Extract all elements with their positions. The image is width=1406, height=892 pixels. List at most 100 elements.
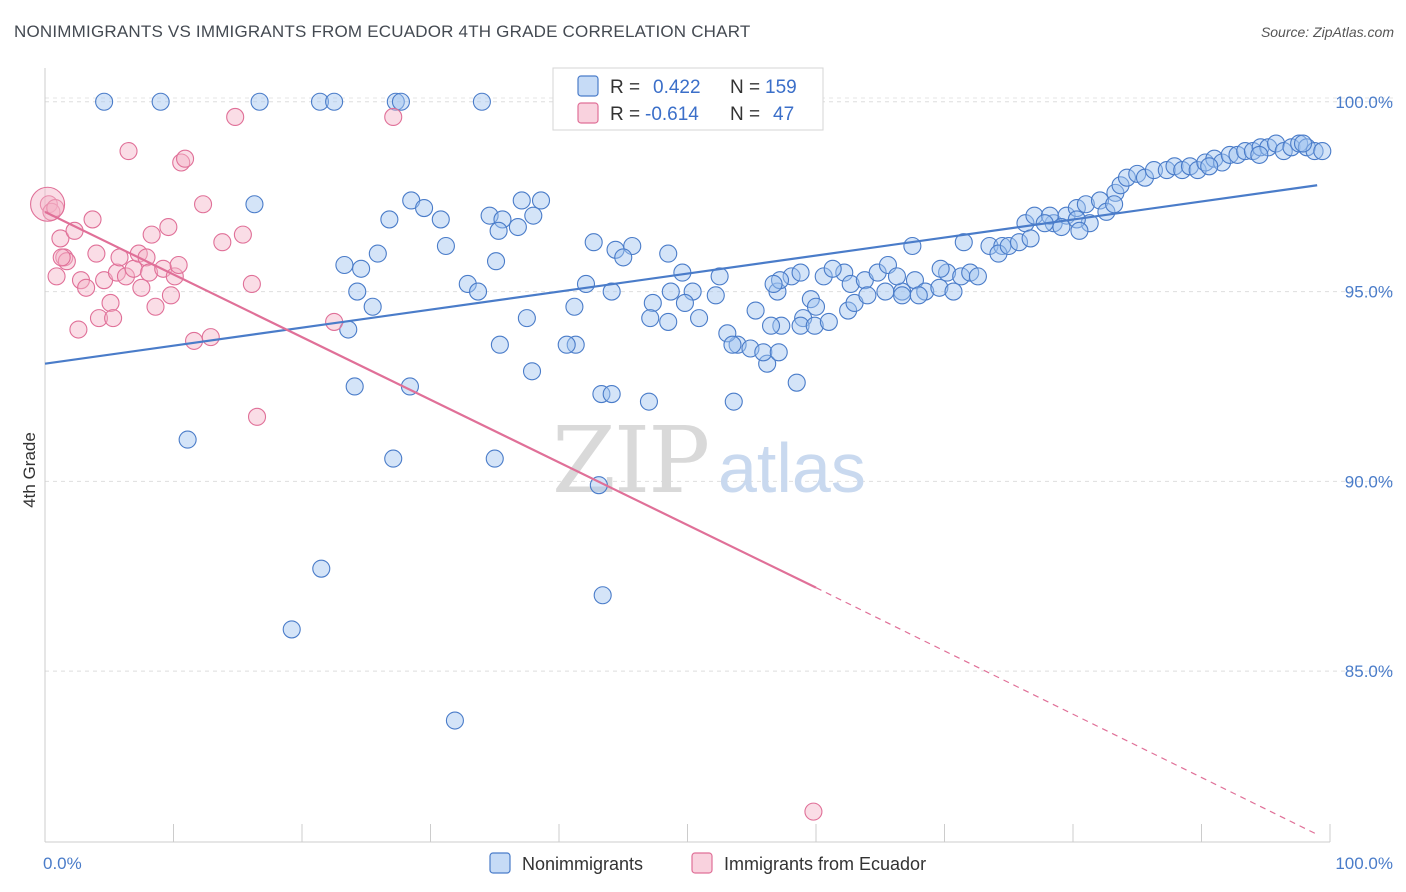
point-nonimmigrant (1105, 195, 1124, 214)
trend-line-immigrants (44, 210, 817, 589)
point-nonimmigrant (1009, 233, 1029, 252)
point-nonimmigrant (754, 343, 773, 362)
watermark-zip: ZIP (552, 407, 708, 514)
point-immigrant-ecuador (804, 802, 823, 821)
y-axis-label: 4th Grade (20, 432, 39, 508)
point-nonimmigrant (606, 240, 625, 259)
point-nonimmigrant (639, 392, 659, 411)
y-tick-label: 100.0% (1335, 93, 1393, 112)
point-immigrant-ecuador (47, 267, 66, 286)
point-nonimmigrant (659, 244, 678, 263)
point-nonimmigrant (746, 301, 765, 320)
bottom-legend-swatch-pink (691, 852, 713, 874)
point-immigrant-ecuador (101, 293, 120, 313)
point-nonimmigrant (989, 244, 1008, 263)
point-nonimmigrant (791, 263, 810, 282)
point-nonimmigrant (954, 233, 973, 252)
point-nonimmigrant (839, 301, 858, 320)
point-nonimmigrant (791, 316, 810, 335)
point-nonimmigrant (178, 430, 197, 449)
point-nonimmigrant (1144, 161, 1164, 180)
series-immigrants-ecuador (30, 107, 823, 821)
point-nonimmigrant (602, 385, 621, 404)
point-nonimmigrant (835, 263, 854, 282)
point-immigrant-ecuador (65, 221, 84, 240)
legend-r-value-2: -0.614 (645, 104, 699, 125)
point-nonimmigrant (806, 297, 826, 316)
point-nonimmigrant (436, 236, 455, 256)
point-nonimmigrant (769, 343, 788, 362)
legend-n-value-1: 159 (765, 77, 797, 98)
point-nonimmigrant (490, 335, 509, 354)
point-nonimmigrant (335, 255, 354, 275)
point-nonimmigrant (445, 711, 464, 730)
point-nonimmigrant (1220, 145, 1239, 164)
watermark: ZIP atlas (552, 407, 866, 514)
point-nonimmigrant (1293, 134, 1313, 153)
watermark-atlas: atlas (718, 429, 866, 507)
point-nonimmigrant (486, 252, 506, 271)
legend-n-label-1: N = (730, 77, 760, 98)
point-nonimmigrant (805, 316, 824, 335)
point-nonimmigrant (485, 449, 504, 468)
point-nonimmigrant (710, 267, 729, 286)
point-nonimmigrant (944, 282, 963, 301)
series-nonimmigrants (95, 92, 1332, 730)
point-nonimmigrant (764, 274, 783, 294)
point-nonimmigrant (493, 210, 512, 229)
y-tick-label: 95.0% (1345, 283, 1393, 302)
point-immigrant-ecuador (247, 407, 267, 426)
point-immigrant-ecuador (77, 278, 96, 297)
point-nonimmigrant (508, 217, 527, 237)
point-nonimmigrant (386, 92, 405, 111)
point-nonimmigrant (661, 282, 680, 301)
point-immigrant-ecuador (132, 278, 151, 297)
point-nonimmigrant (1111, 176, 1130, 195)
point-nonimmigrant (95, 92, 114, 111)
point-nonimmigrant (557, 335, 576, 354)
point-nonimmigrant (245, 195, 264, 214)
point-nonimmigrant (1236, 142, 1255, 161)
point-nonimmigrant (905, 271, 924, 290)
point-nonimmigrant (1200, 157, 1219, 176)
point-nonimmigrant (415, 198, 434, 218)
point-nonimmigrant (250, 92, 269, 111)
point-nonimmigrant (151, 92, 170, 111)
point-nonimmigrant (368, 244, 387, 263)
stats-legend: R = 0.422 N = 159 R = -0.614 N = 47 (552, 67, 824, 131)
point-nonimmigrant (614, 248, 633, 267)
point-nonimmigrant (584, 233, 603, 252)
legend-n-label-2: N = (730, 104, 760, 125)
point-nonimmigrant (1117, 168, 1137, 187)
point-nonimmigrant (706, 286, 725, 305)
point-immigrant-ecuador (87, 244, 106, 263)
point-nonimmigrant (643, 293, 662, 313)
point-immigrant-ecuador (104, 309, 123, 328)
point-nonimmigrant (782, 267, 801, 286)
point-nonimmigrant (522, 362, 542, 381)
bottom-legend-nonimmigrants: Nonimmigrants (522, 854, 643, 874)
point-immigrant-ecuador (69, 320, 88, 339)
point-nonimmigrant (565, 297, 584, 316)
point-nonimmigrant (576, 274, 596, 294)
point-nonimmigrant (1070, 221, 1089, 240)
point-nonimmigrant (345, 377, 364, 396)
point-nonimmigrant (893, 286, 912, 305)
point-nonimmigrant (930, 278, 949, 297)
point-nonimmigrant (999, 236, 1018, 256)
x-tick-label-min: 0.0% (43, 854, 82, 873)
point-nonimmigrant (325, 92, 344, 111)
point-nonimmigrant (787, 373, 806, 392)
point-nonimmigrant (312, 559, 331, 578)
point-nonimmigrant (352, 259, 371, 278)
x-tick-label-max: 100.0% (1335, 854, 1393, 873)
axis-ticks: 85.0% 90.0% 95.0% 100.0% 0.0% 100.0% (43, 93, 1393, 873)
point-nonimmigrant (431, 210, 450, 229)
point-immigrant-ecuador (194, 195, 213, 214)
bottom-legend-immigrants: Immigrants from Ecuador (724, 854, 926, 874)
point-nonimmigrant (1021, 229, 1040, 248)
point-nonimmigrant (458, 274, 477, 294)
point-nonimmigrant (1313, 142, 1332, 161)
point-nonimmigrant (868, 263, 887, 282)
